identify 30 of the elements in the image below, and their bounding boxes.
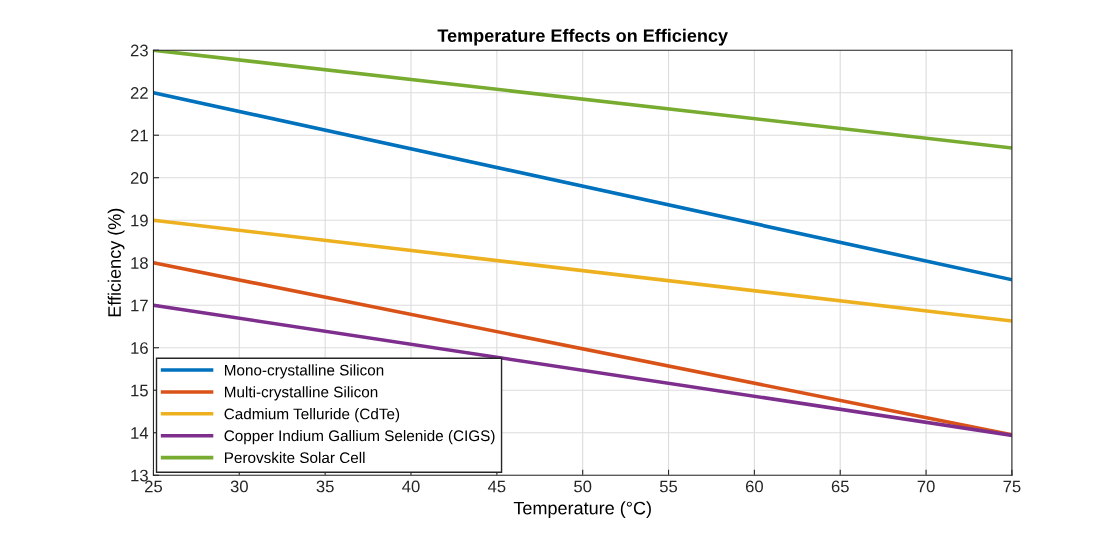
y-tick-label: 13 xyxy=(131,469,148,482)
y-tick-label: 18 xyxy=(131,257,148,269)
y-tick-label: 15 xyxy=(131,384,148,397)
legend-label: Copper Indium Gallium Selenide (CIGS) xyxy=(224,429,495,445)
x-axis-title: Temperature (°C) xyxy=(513,501,651,519)
x-tick-label: 45 xyxy=(487,480,506,493)
legend-label: Perovskite Solar Cell xyxy=(224,451,365,464)
x-tick-label: 40 xyxy=(402,480,420,493)
x-tick-label: 50 xyxy=(574,480,592,493)
y-tick-label: 20 xyxy=(130,172,148,184)
x-tick-label: 65 xyxy=(831,480,849,493)
legend-label: Multi-crystalline Silicon xyxy=(224,386,378,401)
legend-label: Mono-crystalline Silicon xyxy=(224,364,384,379)
x-tick-label: 30 xyxy=(230,480,248,493)
x-tick-label: 60 xyxy=(745,480,763,493)
y-tick-label: 21 xyxy=(130,129,148,142)
x-tick-label: 35 xyxy=(316,480,334,493)
y-tick-label: 22 xyxy=(130,87,148,99)
y-tick-label: 23 xyxy=(130,44,148,57)
y-tick-label: 19 xyxy=(131,214,148,227)
y-tick-label: 16 xyxy=(131,342,148,354)
x-tick-label: 55 xyxy=(659,480,678,493)
chart-title: Temperature Effects on Efficiency xyxy=(437,28,728,46)
y-tick-label: 17 xyxy=(131,299,148,312)
x-tick-label: 70 xyxy=(917,480,935,493)
y-tick-label: 14 xyxy=(131,427,149,439)
y-axis-title: Efficiency (%) xyxy=(107,208,125,317)
x-tick-label: 25 xyxy=(145,480,163,493)
legend-label: Cadmium Telluride (CdTe) xyxy=(224,408,400,423)
x-tick-label: 75 xyxy=(1003,480,1021,493)
